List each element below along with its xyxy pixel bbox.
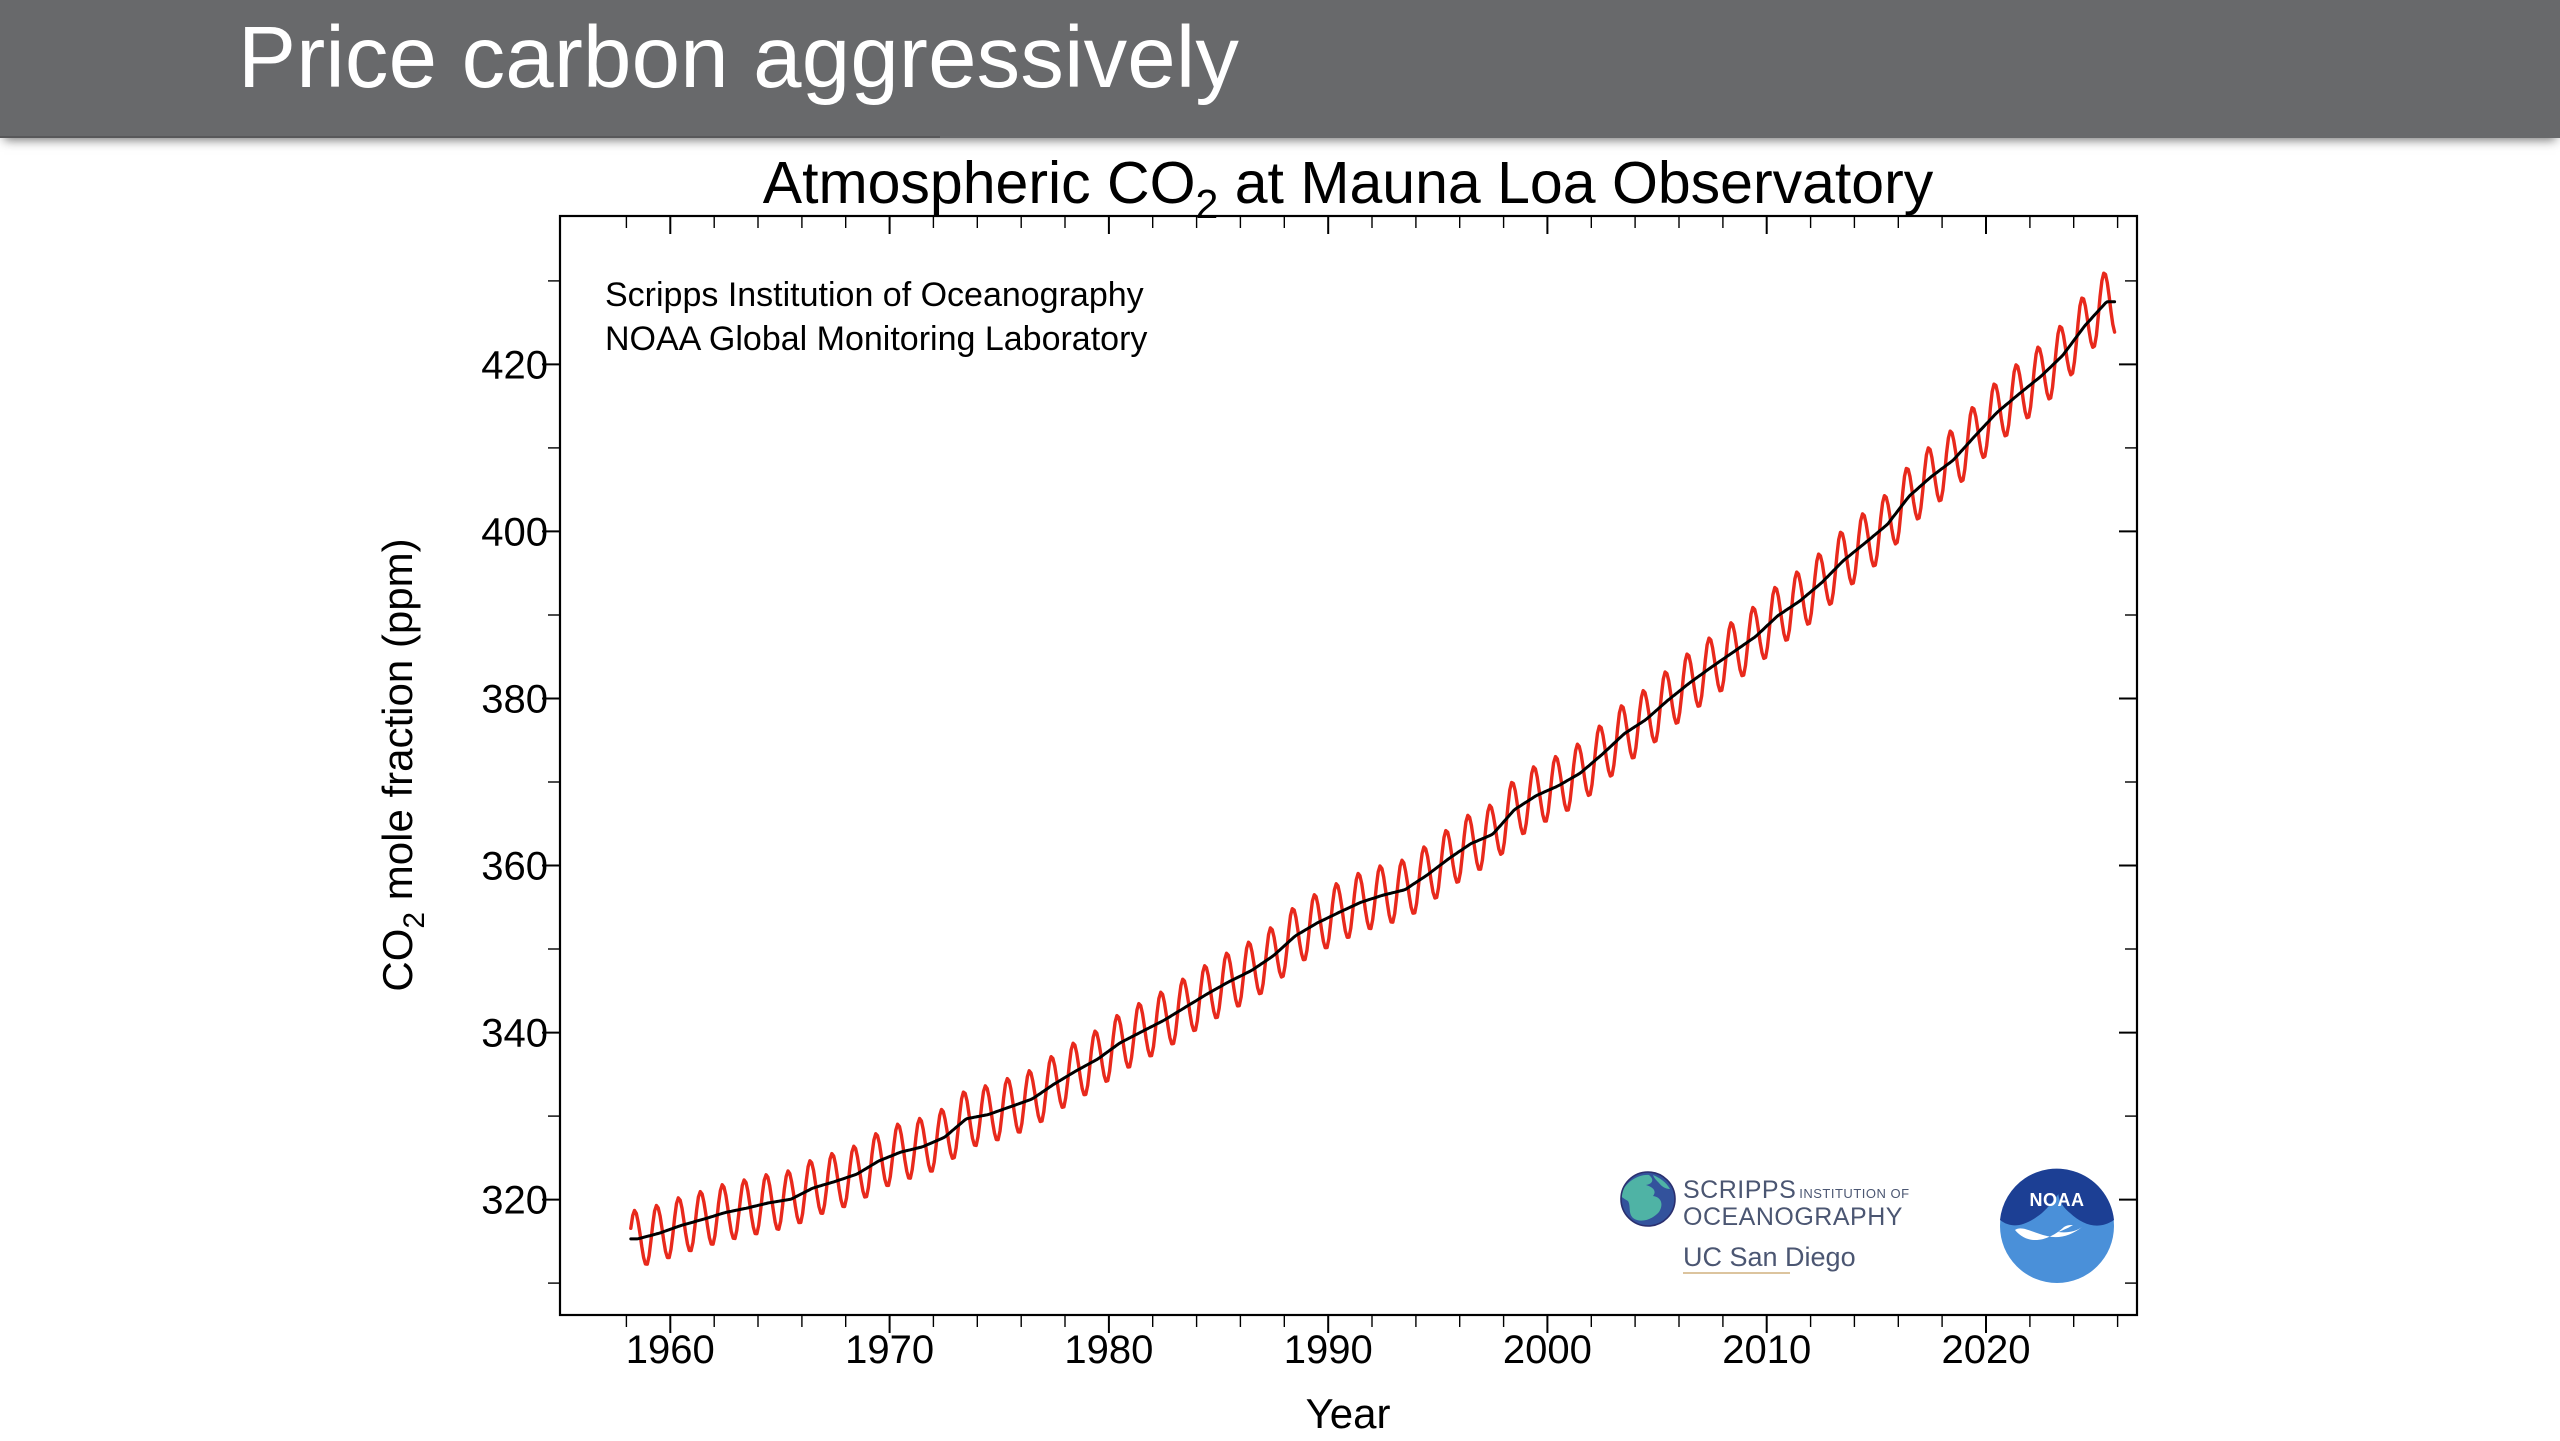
svg-text:320: 320 [481, 1179, 548, 1223]
svg-text:400: 400 [481, 510, 548, 554]
svg-text:CO2 mole fraction (ppm): CO2 mole fraction (ppm) [374, 538, 431, 991]
svg-text:OCEANOGRAPHY: OCEANOGRAPHY [1683, 1203, 1903, 1231]
svg-text:420: 420 [481, 343, 548, 387]
svg-text:Atmospheric CO2 at Mauna Loa O: Atmospheric CO2 at Mauna Loa Observatory [763, 150, 1934, 227]
svg-text:1960: 1960 [626, 1328, 715, 1372]
svg-text:UC San Diego: UC San Diego [1683, 1242, 1856, 1272]
svg-text:1980: 1980 [1064, 1328, 1153, 1372]
svg-text:NOAA: NOAA [2030, 1190, 2085, 1210]
svg-text:340: 340 [481, 1012, 548, 1056]
svg-text:1990: 1990 [1284, 1328, 1373, 1372]
svg-text:1970: 1970 [845, 1328, 934, 1372]
svg-text:Year: Year [1306, 1390, 1391, 1436]
svg-text:2020: 2020 [1942, 1328, 2031, 1372]
svg-text:380: 380 [481, 678, 548, 722]
svg-text:2000: 2000 [1503, 1328, 1592, 1372]
svg-text:2010: 2010 [1722, 1328, 1811, 1372]
svg-text:360: 360 [481, 845, 548, 889]
svg-text:Scripps Institution of Oceanog: Scripps Institution of Oceanography [605, 276, 1144, 314]
svg-text:NOAA Global Monitoring Laborat: NOAA Global Monitoring Laboratory [605, 320, 1147, 358]
